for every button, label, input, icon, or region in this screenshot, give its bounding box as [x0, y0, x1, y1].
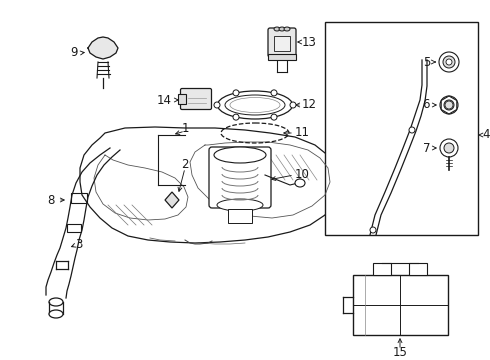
Text: 7: 7 — [422, 141, 430, 154]
Ellipse shape — [214, 147, 266, 163]
Text: 12: 12 — [302, 99, 317, 112]
Bar — [325, 22, 478, 235]
Text: 2: 2 — [181, 158, 189, 171]
Circle shape — [370, 227, 376, 233]
Text: 9: 9 — [71, 46, 78, 59]
Bar — [228, 209, 252, 223]
Ellipse shape — [284, 27, 290, 31]
Text: 11: 11 — [295, 126, 310, 139]
Bar — [373, 263, 391, 275]
Polygon shape — [88, 37, 118, 59]
Circle shape — [444, 100, 454, 110]
Bar — [274, 36, 290, 51]
Text: 8: 8 — [48, 194, 55, 207]
Ellipse shape — [49, 298, 63, 306]
Ellipse shape — [225, 95, 285, 115]
Polygon shape — [165, 192, 179, 208]
Bar — [409, 263, 427, 275]
Text: 14: 14 — [157, 94, 172, 107]
Circle shape — [440, 96, 458, 114]
Ellipse shape — [218, 91, 293, 119]
Text: 5: 5 — [423, 55, 430, 68]
Circle shape — [439, 52, 459, 72]
FancyBboxPatch shape — [180, 89, 212, 109]
Ellipse shape — [49, 310, 63, 318]
Circle shape — [233, 114, 239, 120]
Text: 10: 10 — [295, 168, 310, 181]
FancyBboxPatch shape — [209, 147, 271, 208]
Ellipse shape — [217, 199, 263, 211]
Circle shape — [290, 102, 296, 108]
Text: 3: 3 — [75, 238, 82, 252]
Circle shape — [443, 56, 455, 68]
Circle shape — [271, 114, 277, 120]
Text: 15: 15 — [392, 346, 408, 359]
Ellipse shape — [230, 98, 280, 112]
Circle shape — [233, 90, 239, 96]
Bar — [67, 224, 81, 232]
Circle shape — [271, 90, 277, 96]
Bar — [353, 275, 448, 335]
PathPatch shape — [80, 127, 340, 243]
Bar — [268, 54, 296, 60]
Bar — [71, 193, 87, 203]
Bar — [178, 94, 186, 104]
Text: 4: 4 — [482, 129, 490, 141]
Text: 13: 13 — [302, 36, 317, 49]
Circle shape — [409, 127, 415, 133]
Circle shape — [214, 102, 220, 108]
Ellipse shape — [295, 179, 305, 187]
Text: 1: 1 — [181, 122, 189, 135]
FancyBboxPatch shape — [268, 28, 296, 57]
Text: 6: 6 — [422, 99, 430, 112]
Circle shape — [440, 139, 458, 157]
Circle shape — [445, 101, 453, 109]
Ellipse shape — [279, 27, 285, 31]
Circle shape — [446, 59, 452, 65]
Ellipse shape — [274, 27, 280, 31]
Circle shape — [444, 143, 454, 153]
